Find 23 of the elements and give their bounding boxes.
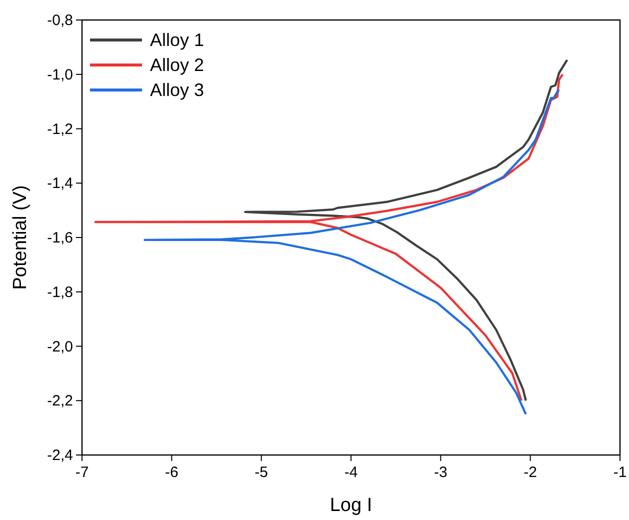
x-tick-label: -2 xyxy=(524,464,538,481)
y-tick-label: -0,8 xyxy=(47,12,73,29)
x-tick-label: -3 xyxy=(434,464,448,481)
y-tick-label: -2,4 xyxy=(47,447,73,464)
y-tick-label: -1,0 xyxy=(47,66,73,84)
y-tick-label: -1,4 xyxy=(47,175,73,192)
line-series xyxy=(244,58,568,402)
y-tick-label: -1,2 xyxy=(47,120,73,138)
y-tick-label: -1,8 xyxy=(47,284,73,301)
legend-label: Alloy 1 xyxy=(150,30,204,50)
line-series xyxy=(94,73,564,402)
legend-label: Alloy 2 xyxy=(150,55,204,75)
x-tick-label: -6 xyxy=(164,464,178,481)
y-axis-title: Potential (V) xyxy=(10,185,31,290)
x-axis-title: Log I xyxy=(330,495,372,516)
y-tick-label: -2,2 xyxy=(47,392,73,410)
x-tick-label: -4 xyxy=(344,464,358,481)
x-tick-label: -7 xyxy=(75,464,89,481)
y-tick-label: -1,6 xyxy=(47,230,73,246)
x-tick-label: -1 xyxy=(613,464,627,481)
x-tick-label: -5 xyxy=(254,464,268,481)
legend-label: Alloy 3 xyxy=(150,80,204,100)
y-tick-label: -2,0 xyxy=(47,338,73,356)
